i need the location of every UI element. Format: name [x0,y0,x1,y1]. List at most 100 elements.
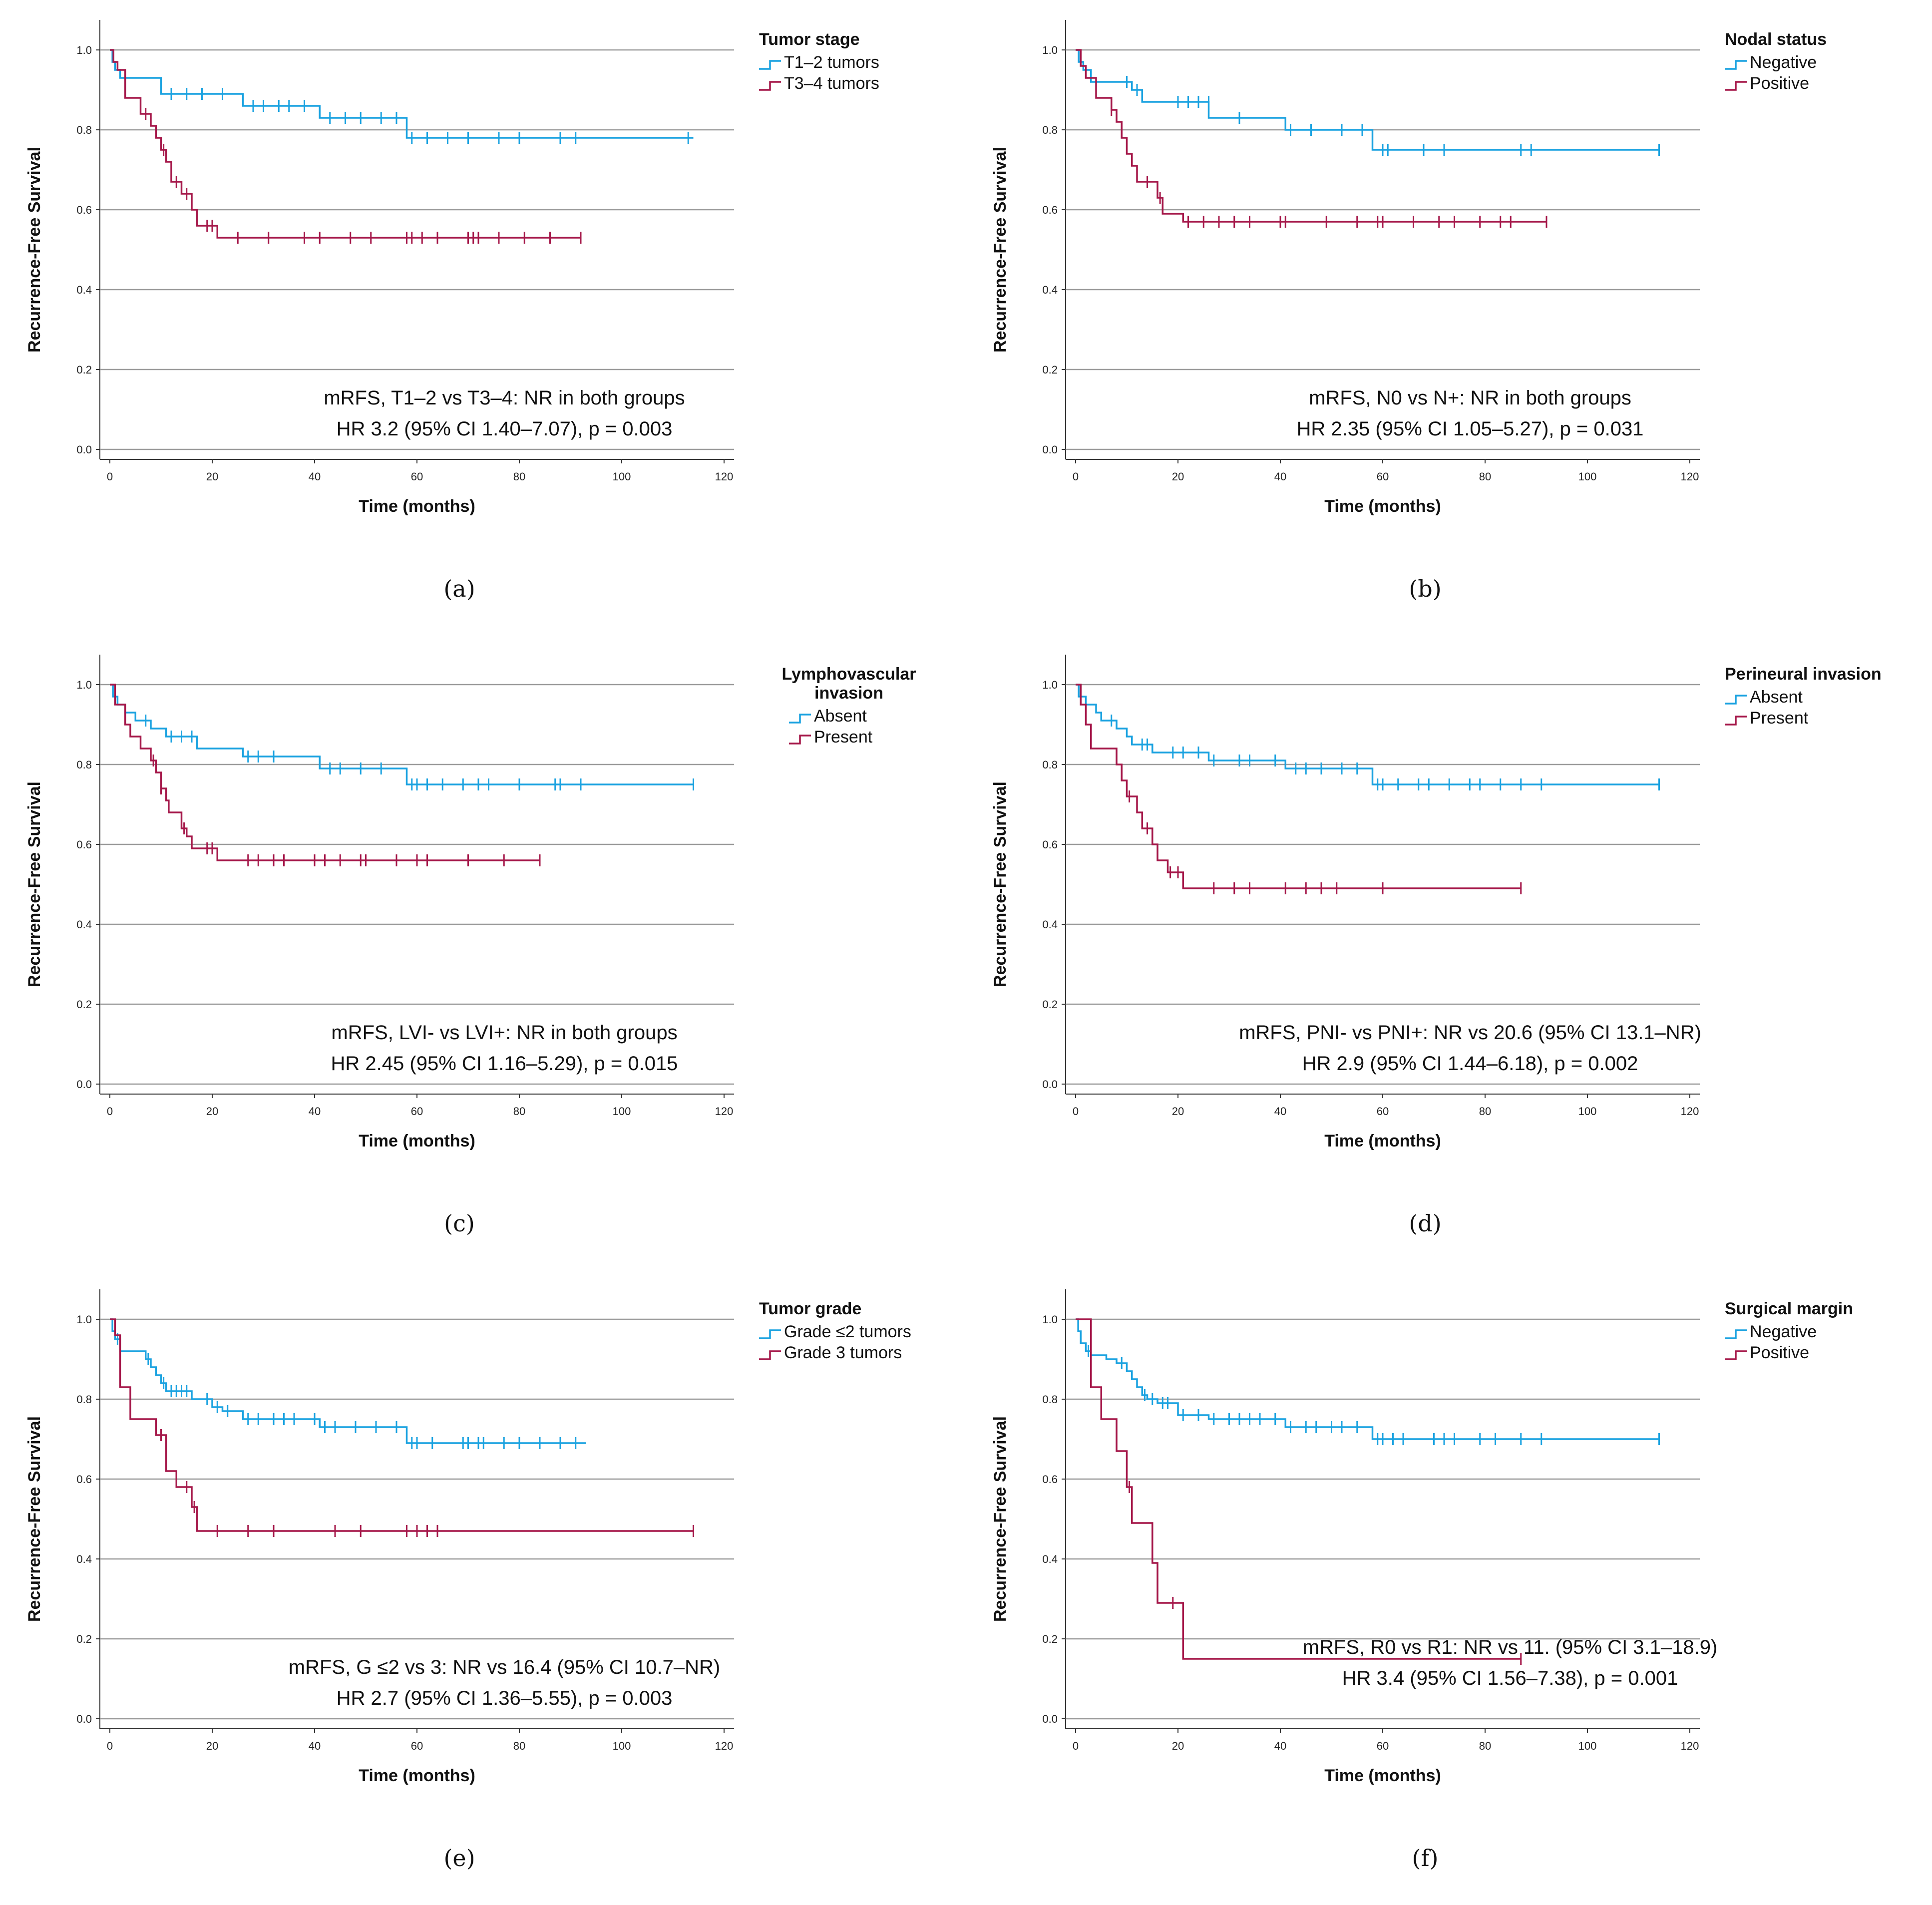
legend-swatch [1725,695,1747,705]
survival-curve-group2 [1076,684,1521,889]
y-tick-label: 1.0 [76,1313,92,1326]
x-axis-title: Time (months) [1324,1132,1441,1150]
x-tick-label: 0 [107,1740,113,1752]
x-axis-title: Time (months) [359,497,475,516]
x-tick-label: 60 [411,1105,423,1118]
x-tick-label: 60 [1377,1740,1389,1752]
y-tick-label: 0.8 [76,1393,92,1406]
x-tick-label: 60 [411,470,423,483]
x-tick-label: 120 [715,470,734,483]
x-axis-title: Time (months) [1324,497,1441,516]
annotation-line: HR 2.35 (95% CI 1.05–5.27), p = 0.031 [1297,418,1644,440]
legend-entry-label: Present [814,728,873,747]
legend-entry-label: Absent [814,707,867,726]
y-axis-title: Recurrence-Free Survival [25,781,44,987]
x-tick-label: 120 [715,1105,734,1118]
legend-title: Tumor stage [759,30,860,49]
annotation-line: mRFS, PNI- vs PNI+: NR vs 20.6 (95% CI 1… [1239,1022,1701,1044]
survival-curve-group1 [1076,1318,1659,1440]
y-tick-label: 0.4 [76,918,92,931]
survival-curve-group1 [1076,684,1659,785]
x-tick-label: 120 [1681,470,1699,483]
km-panel-2: 0.0 0.2 0.4 0.6 0.8 1.0 0 20 40 60 80 100 120 Time (m… [966,0,1932,635]
x-tick-label: 60 [411,1740,423,1752]
survival-curve-group1 [110,684,694,785]
y-tick-label: 0.0 [1042,443,1058,456]
x-tick-label: 0 [107,470,113,483]
x-axis-title: Time (months) [359,1132,475,1150]
y-tick-label: 0.8 [76,124,92,136]
y-tick-label: 0.0 [1042,1078,1058,1091]
y-tick-label: 0.8 [1042,1393,1058,1406]
y-axis-title: Recurrence-Free Survival [991,147,1010,353]
y-tick-label: 1.0 [76,679,92,691]
x-tick-label: 100 [613,470,631,483]
x-tick-label: 40 [1274,1105,1286,1118]
legend-swatch [1725,1329,1747,1339]
y-axis-title: Recurrence-Free Survival [25,147,44,353]
annotation-line: mRFS, LVI- vs LVI+: NR in both groups [331,1022,677,1044]
survival-curve-group1 [110,1318,586,1444]
y-tick-label: 0.6 [1042,1473,1058,1486]
panel-label: (b) [1409,575,1441,602]
y-axis-title: Recurrence-Free Survival [991,781,1010,987]
annotation-line: HR 2.9 (95% CI 1.44–6.18), p = 0.002 [1302,1053,1638,1075]
x-tick-label: 0 [1073,1105,1079,1118]
x-tick-label: 20 [1172,1740,1184,1752]
km-chart-2: 0.0 0.2 0.4 0.6 0.8 1.0 0 20 40 60 80 100 120 Time (m… [991,20,1827,602]
y-tick-label: 0.2 [1042,998,1058,1011]
km-panel-4: 0.0 0.2 0.4 0.6 0.8 1.0 0 20 40 60 80 100 120 Time (m… [966,635,1932,1269]
survival-curve-group1 [110,49,694,139]
panel-label: (d) [1409,1210,1441,1237]
km-panel-3: 0.0 0.2 0.4 0.6 0.8 1.0 0 20 40 60 80 100 120 Time (m… [0,635,966,1269]
y-tick-label: 0.0 [1042,1713,1058,1725]
x-tick-label: 80 [513,470,525,483]
legend-swatch [1725,81,1747,91]
x-tick-label: 40 [309,470,321,483]
y-tick-label: 0.4 [1042,284,1058,296]
x-tick-label: 20 [206,1105,218,1118]
x-tick-label: 60 [1377,470,1389,483]
y-tick-label: 0.4 [76,1553,92,1565]
annotation-line: HR 2.45 (95% CI 1.16–5.29), p = 0.015 [331,1053,678,1075]
legend-swatch [759,1350,781,1360]
annotation-line: mRFS, T1–2 vs T3–4: NR in both groups [324,387,685,409]
x-tick-label: 80 [1479,1105,1491,1118]
x-tick-label: 80 [1479,1740,1491,1752]
km-panel-1: 0.0 0.2 0.4 0.6 0.8 1.0 0 20 40 60 80 100 120 Time (m… [0,0,966,635]
y-tick-label: 0.0 [76,1078,92,1091]
x-tick-label: 60 [1377,1105,1389,1118]
y-tick-label: 0.4 [1042,1553,1058,1565]
survival-curve-group2 [1076,49,1546,223]
x-tick-label: 100 [613,1105,631,1118]
km-chart-6: 0.0 0.2 0.4 0.6 0.8 1.0 0 20 40 60 80 100 120 Time (m… [991,1289,1853,1872]
legend-title: Surgical margin [1725,1299,1853,1318]
legend-entry-label: Positive [1750,1343,1809,1362]
legend-title-line: invasion [814,684,883,703]
panel-label: (c) [444,1210,475,1237]
legend-entry-label: Positive [1750,74,1809,93]
km-chart-3: 0.0 0.2 0.4 0.6 0.8 1.0 0 20 40 60 80 100 120 Time (m… [25,655,916,1237]
x-tick-label: 40 [309,1740,321,1752]
legend-swatch [759,81,781,91]
legend-swatch [759,60,781,70]
survival-curve-group2 [110,1318,694,1532]
legend-swatch [759,1329,781,1339]
panel-label: (a) [443,575,475,602]
survival-curve-group1 [1076,49,1659,151]
x-tick-label: 100 [1578,1740,1597,1752]
legend-entry-label: T3–4 tumors [784,74,879,93]
legend-entry-label: Present [1750,709,1809,728]
x-tick-label: 40 [309,1105,321,1118]
legend-title: Tumor grade [759,1299,861,1318]
x-tick-label: 0 [1073,1740,1079,1752]
legend-swatch [789,714,811,724]
km-chart-5: 0.0 0.2 0.4 0.6 0.8 1.0 0 20 40 60 80 100 120 Time (m… [25,1289,911,1872]
y-tick-label: 0.2 [1042,364,1058,376]
legend-entry-label: Grade ≤2 tumors [784,1322,911,1341]
km-chart-4: 0.0 0.2 0.4 0.6 0.8 1.0 0 20 40 60 80 100 120 Time (m… [991,655,1882,1237]
x-tick-label: 20 [1172,1105,1184,1118]
legend-swatch [1725,60,1747,70]
y-tick-label: 0.2 [76,1633,92,1645]
